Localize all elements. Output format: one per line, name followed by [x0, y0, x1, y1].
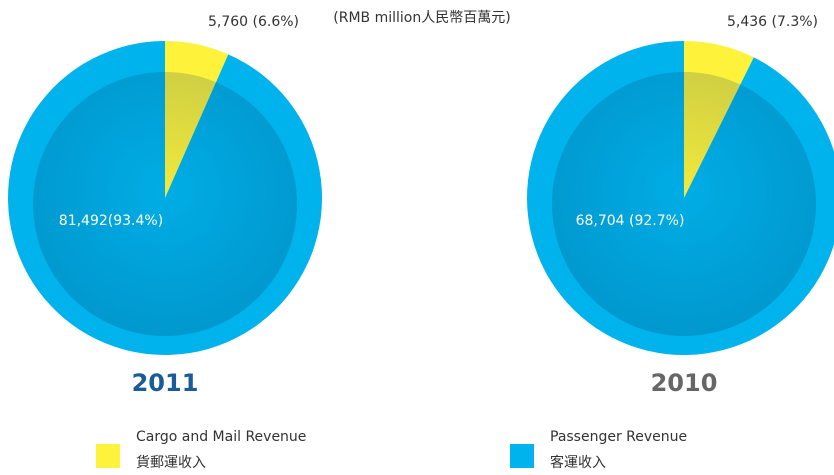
legend-label: Passenger Revenue: [550, 429, 687, 445]
pie-shading: [552, 72, 816, 336]
legend-swatch: [510, 444, 534, 468]
data-label: 5,436 (7.3%): [727, 14, 818, 30]
pie-title: 2011: [132, 369, 199, 397]
pie-title: 2010: [651, 369, 718, 397]
pie-shading: [33, 72, 297, 336]
data-label: 81,492(93.4%): [59, 213, 163, 229]
subtitle: (RMB million人民幣百萬元): [333, 10, 510, 26]
legend-label-zh: 客運收入: [550, 454, 606, 471]
legend-label: Cargo and Mail Revenue: [136, 429, 306, 445]
legend-swatch: [96, 444, 120, 468]
legend-label-zh: 貨郵運收入: [136, 454, 206, 471]
data-label: 5,760 (6.6%): [208, 14, 299, 30]
data-label: 68,704 (92.7%): [576, 213, 685, 229]
